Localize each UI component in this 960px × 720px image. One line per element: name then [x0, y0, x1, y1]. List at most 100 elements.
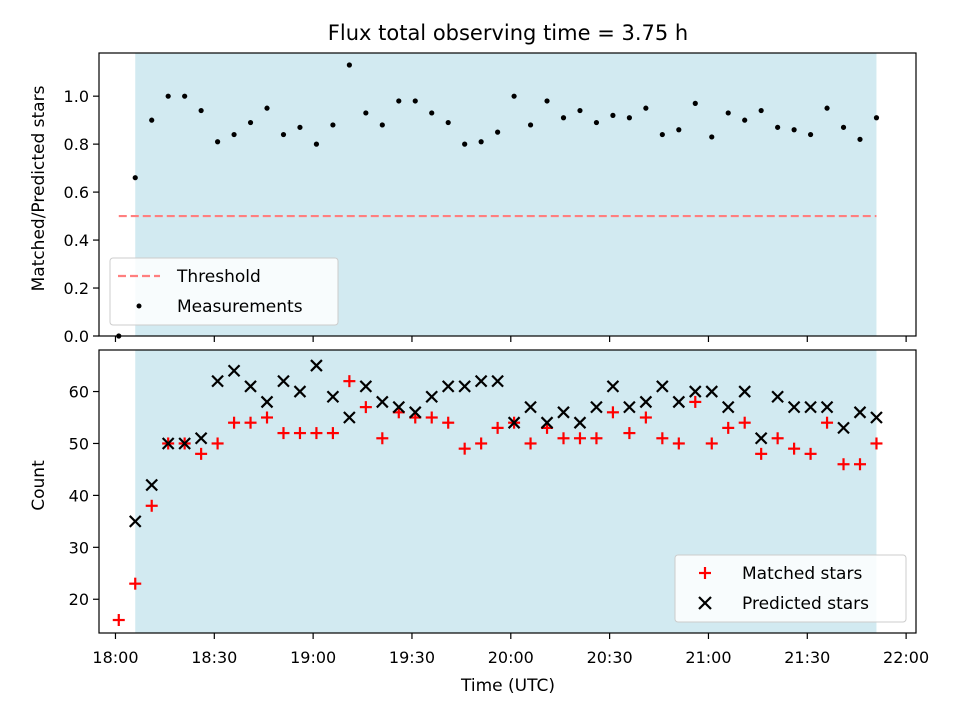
measurement-point — [709, 134, 715, 140]
matched-star-point — [804, 447, 817, 460]
matched-star-point — [244, 416, 257, 429]
matched-star-point — [458, 442, 471, 455]
measurements-legend-label: Measurements — [177, 297, 303, 317]
matched-star-point — [112, 614, 125, 627]
matched-star-point — [853, 458, 866, 471]
predicted-star-point — [623, 400, 636, 414]
predicted-star-point — [458, 380, 471, 393]
measurement-point — [396, 98, 402, 104]
measurement-point — [165, 93, 171, 99]
matched-star-point — [326, 427, 339, 440]
predicted-star-point — [754, 431, 768, 445]
measurement-point — [363, 110, 369, 116]
ratio-y-axis-label: Matched/Predicted stars — [29, 85, 49, 291]
predicted-star-point — [441, 380, 455, 393]
predicted-star-point — [557, 406, 570, 419]
measurement-point — [692, 100, 698, 106]
predicted-star-point — [738, 385, 751, 398]
chart-title: Flux total observing time = 3.75 h — [328, 21, 688, 45]
predicted-star-point — [721, 400, 735, 414]
predicted-star-point — [573, 416, 587, 429]
ratio-legend: Threshold Measurements — [109, 257, 339, 326]
predicted-star-point — [359, 380, 373, 393]
count-x-tick-label: 18:00 — [92, 648, 138, 667]
matched-star-point — [376, 432, 389, 445]
ratio-y-tick-label: 0.6 — [64, 183, 89, 202]
matched-star-point — [705, 437, 718, 450]
ratio-legend-box — [109, 257, 339, 326]
measurement-point — [198, 107, 204, 114]
matched-star-point — [672, 437, 685, 450]
measurement-point — [429, 110, 435, 116]
measurement-point — [330, 122, 336, 128]
predicted-star-point — [425, 390, 439, 404]
count-x-tick-label: 21:00 — [685, 648, 731, 667]
predicted-star-point — [376, 395, 389, 409]
matched-star-point — [623, 427, 636, 440]
count-x-tick-label: 19:30 — [389, 648, 435, 667]
matched-star-point — [261, 411, 274, 424]
measurement-point — [742, 117, 748, 123]
predicted-star-point — [310, 359, 323, 372]
ratio-plot-frame — [98, 52, 917, 337]
ratio-y-tick-label: 0.0 — [64, 327, 89, 346]
matched-star-point — [145, 499, 158, 512]
measurement-point — [676, 127, 682, 133]
ratio-panel: 0.0 0.2 0.4 0.6 0.8 1.0 Matched/Predicted sta… — [29, 52, 917, 346]
measurement-point — [560, 115, 567, 121]
measurement-point — [495, 129, 501, 135]
predicted-star-point — [260, 395, 274, 409]
ratio-y-tick-label: 0.2 — [64, 279, 89, 298]
count-x-tick-label: 20:00 — [488, 648, 534, 667]
count-y-tick-label: 40 — [69, 486, 89, 505]
predicted-star-point — [507, 416, 521, 429]
predicted-star-point — [705, 385, 719, 398]
matched-star-point — [293, 427, 306, 440]
measurement-point — [214, 139, 221, 145]
predicted-star-point — [293, 385, 307, 398]
predicted-star-point — [491, 374, 504, 388]
measurement-point — [149, 117, 155, 123]
matched-star-point — [755, 447, 768, 460]
predicted-star-point — [672, 395, 686, 409]
measurement-point — [280, 131, 287, 138]
matched-star-point — [639, 411, 652, 424]
matched-star-point — [557, 432, 570, 445]
measurement-point — [824, 105, 830, 111]
measurement-point — [593, 119, 600, 126]
predicted-star-point — [524, 400, 537, 414]
matched-star-point — [475, 437, 488, 450]
measurement-point — [264, 105, 270, 111]
count-x-tick-label: 21:30 — [784, 648, 830, 667]
matched-star-point — [524, 437, 537, 450]
matched-star-point — [738, 416, 751, 429]
measurements-legend-swatch — [136, 303, 142, 309]
predicted-star-point — [606, 380, 620, 393]
matched-star-point — [606, 406, 619, 419]
ratio-y-tick-label: 0.8 — [64, 135, 89, 154]
matched-star-point — [870, 437, 883, 450]
count-legend: Matched stars Predicted stars — [674, 554, 907, 623]
predicted-star-point — [853, 406, 867, 419]
count-y-tick-label: 20 — [69, 590, 89, 609]
ratio-y-tick-label: 0.4 — [64, 231, 89, 250]
threshold-legend-label: Threshold — [176, 267, 261, 287]
measurement-point — [807, 131, 814, 138]
matched-star-point — [129, 577, 142, 590]
predicted-star-point — [689, 385, 702, 398]
count-y-tick-label: 50 — [69, 434, 89, 453]
measurement-point — [412, 98, 418, 104]
measurement-point — [247, 119, 254, 126]
measurement-point — [725, 110, 731, 116]
matched-star-point — [343, 375, 356, 388]
measurement-point — [313, 141, 320, 147]
predicted-star-point — [161, 437, 175, 450]
predicted-star-point — [804, 400, 817, 414]
measurement-point — [132, 175, 138, 181]
predicted-star-point — [820, 400, 834, 414]
matched-star-point — [195, 447, 208, 460]
measurement-point — [775, 124, 781, 130]
count-x-tick-label: 18:30 — [191, 648, 237, 667]
x-axis-label: Time (UTC) — [460, 676, 555, 696]
measurement-point — [840, 124, 847, 130]
